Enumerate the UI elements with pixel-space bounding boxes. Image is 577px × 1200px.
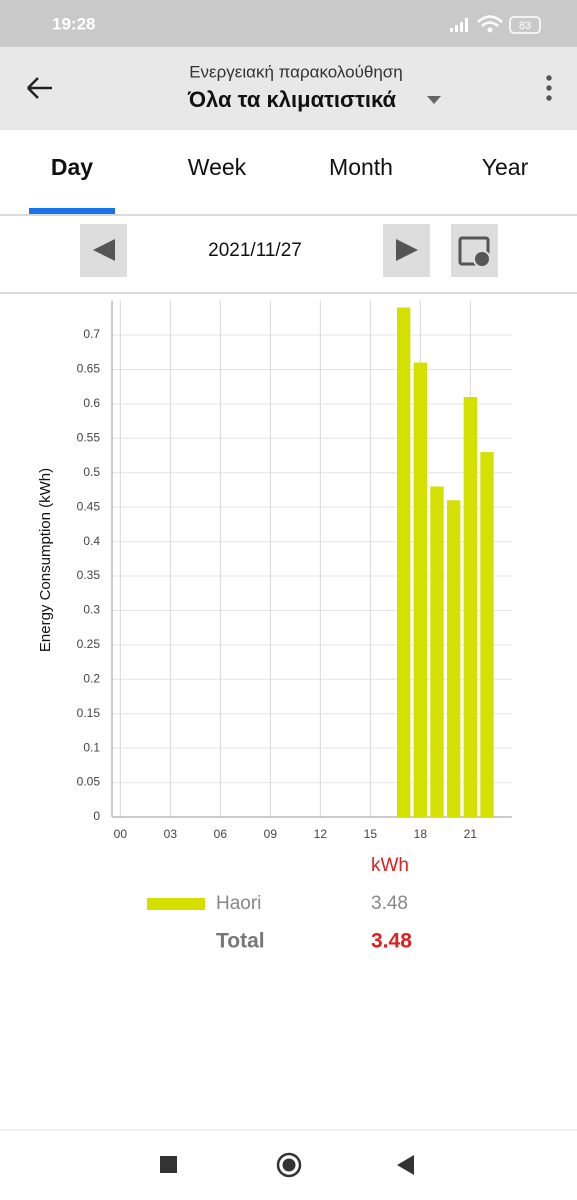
back-button[interactable]	[27, 77, 52, 99]
y-tick-label: 0.45	[77, 499, 101, 513]
y-tick-label: 0.1	[83, 740, 100, 754]
battery-icon	[509, 16, 541, 34]
legend-total: 3.48	[371, 893, 408, 914]
bar	[413, 362, 427, 817]
y-axis-label: Energy Consumption (kWh)	[37, 468, 54, 652]
legend-label: Haori	[216, 893, 261, 914]
x-tick-label: 03	[164, 827, 178, 841]
battery-level: 83	[519, 20, 531, 32]
prev-arrow	[93, 239, 115, 261]
calendar-button[interactable]	[451, 224, 498, 277]
bar	[397, 307, 411, 817]
tab[interactable]: Day	[51, 154, 93, 180]
status-bar	[0, 0, 577, 47]
clock-icon	[473, 250, 491, 268]
menu-button[interactable]	[546, 75, 552, 101]
x-tick-label: 18	[414, 827, 428, 841]
home-dot	[282, 1158, 296, 1172]
wifi-icon	[477, 15, 503, 27]
tab[interactable]: Week	[188, 154, 247, 180]
tab[interactable]: Month	[329, 154, 393, 180]
x-tick-label: 21	[464, 827, 478, 841]
app-bar	[0, 47, 577, 130]
total-value: 3.48	[371, 930, 412, 953]
nav-back-button[interactable]	[397, 1155, 414, 1175]
y-tick-label: 0.5	[83, 465, 100, 479]
x-tick-label: 15	[364, 827, 378, 841]
y-tick-label: 0.2	[83, 671, 100, 685]
bar	[447, 500, 461, 817]
y-tick-label: 0.6	[83, 396, 100, 410]
x-tick-label: 06	[214, 827, 228, 841]
y-tick-label: 0.3	[83, 603, 100, 617]
bar	[430, 486, 444, 817]
date-label: 2021/11/27	[208, 240, 302, 261]
app-title[interactable]: Όλα τα κλιματιστικά	[187, 87, 397, 112]
tab[interactable]: Year	[482, 154, 529, 180]
y-tick-label: 0	[93, 809, 100, 823]
total-label: Total	[216, 930, 265, 953]
x-tick-label: 09	[264, 827, 278, 841]
recents-button[interactable]	[160, 1156, 177, 1173]
y-tick-label: 0.05	[77, 775, 101, 789]
signal-icon	[450, 18, 468, 32]
unit-label: kWh	[371, 855, 409, 876]
app-subtitle: Ενεργειακή παρακολούθηση	[189, 62, 403, 81]
bar	[480, 452, 494, 817]
home-button[interactable]	[276, 1152, 302, 1178]
legend-swatch	[147, 898, 205, 910]
y-tick-label: 0.55	[77, 430, 101, 444]
wifi-dot	[487, 27, 493, 33]
dropdown-arrow[interactable]	[427, 96, 441, 104]
chart: 0 0.05 0.1 0.15 0.2 0.25 0.3 0.35 0.4 0.45 0.5 0.55…	[77, 300, 512, 953]
calendar-icon	[458, 236, 490, 266]
next-arrow	[396, 239, 418, 261]
status-time: 19:28	[52, 14, 95, 33]
x-tick-label: 12	[314, 827, 328, 841]
y-tick-label: 0.15	[77, 706, 101, 720]
y-tick-label: 0.65	[77, 362, 101, 376]
y-tick-label: 0.25	[77, 637, 101, 651]
tab-indicator	[29, 208, 115, 214]
y-tick-label: 0.35	[77, 568, 101, 582]
y-tick-label: 0.7	[83, 327, 100, 341]
bar	[463, 396, 477, 817]
y-tick-label: 0.4	[83, 534, 100, 548]
x-tick-label: 00	[114, 827, 128, 841]
